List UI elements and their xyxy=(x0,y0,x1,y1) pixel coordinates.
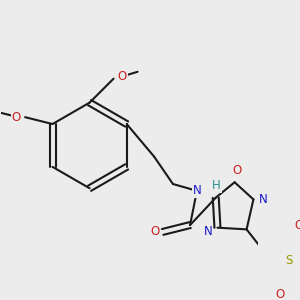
Text: O: O xyxy=(275,289,285,300)
Text: S: S xyxy=(286,254,293,267)
Text: N: N xyxy=(193,184,201,197)
Text: O: O xyxy=(12,111,21,124)
Text: O: O xyxy=(150,225,159,239)
Text: O: O xyxy=(294,219,300,232)
Text: N: N xyxy=(204,225,212,238)
Text: N: N xyxy=(259,193,267,206)
Text: O: O xyxy=(118,70,127,83)
Text: H: H xyxy=(212,179,221,192)
Text: O: O xyxy=(232,164,242,177)
